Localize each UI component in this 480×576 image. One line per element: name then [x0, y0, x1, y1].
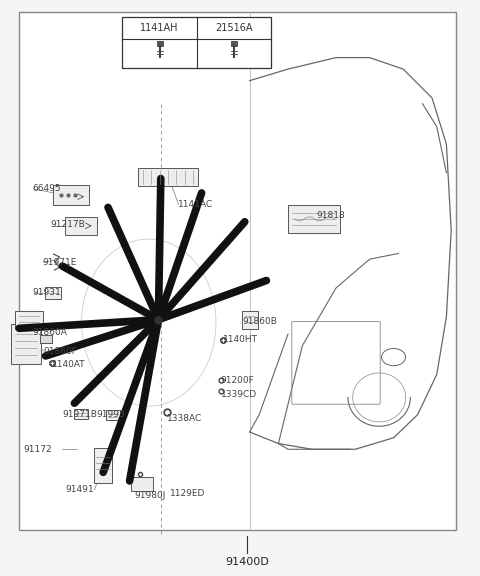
Text: 21516A: 21516A [215, 23, 253, 33]
Text: 91860A: 91860A [33, 328, 68, 338]
Text: 91818: 91818 [317, 211, 346, 221]
Text: 91860F: 91860F [43, 347, 77, 356]
Text: 91860B: 91860B [242, 317, 277, 326]
Text: 1129ED: 1129ED [170, 489, 206, 498]
Bar [65, 217, 96, 235]
Text: 91491: 91491 [65, 485, 94, 494]
Text: 1140AT: 1140AT [52, 360, 85, 369]
Bar [15, 310, 43, 329]
Text: 91971E: 91971E [42, 257, 77, 267]
Bar [122, 17, 271, 68]
Text: 91200F: 91200F [221, 376, 254, 385]
Bar [40, 335, 52, 343]
Text: 91993: 91993 [96, 410, 125, 419]
Bar [106, 410, 120, 420]
Text: 91217B: 91217B [50, 220, 85, 229]
Ellipse shape [382, 348, 406, 366]
Bar [45, 287, 61, 298]
Bar [12, 324, 41, 365]
Bar [241, 311, 258, 329]
Text: 1338AC: 1338AC [167, 414, 202, 423]
Bar [94, 448, 112, 483]
Bar [156, 41, 163, 46]
Text: 91980J: 91980J [134, 491, 166, 500]
Bar [131, 477, 153, 491]
Text: 91931: 91931 [33, 288, 61, 297]
Text: 1339CD: 1339CD [221, 390, 257, 399]
Bar [231, 41, 237, 46]
Text: 91400D: 91400D [225, 556, 269, 567]
Bar [138, 168, 198, 186]
Text: 1141AH: 1141AH [140, 23, 179, 33]
Bar [53, 185, 89, 204]
Text: 91172: 91172 [23, 445, 52, 454]
Bar [288, 205, 340, 233]
Text: 91971B: 91971B [62, 410, 97, 419]
Bar [73, 408, 88, 419]
Text: 66495: 66495 [33, 184, 61, 194]
Text: 1141AC: 1141AC [178, 200, 213, 209]
Text: 1140HT: 1140HT [223, 335, 258, 344]
